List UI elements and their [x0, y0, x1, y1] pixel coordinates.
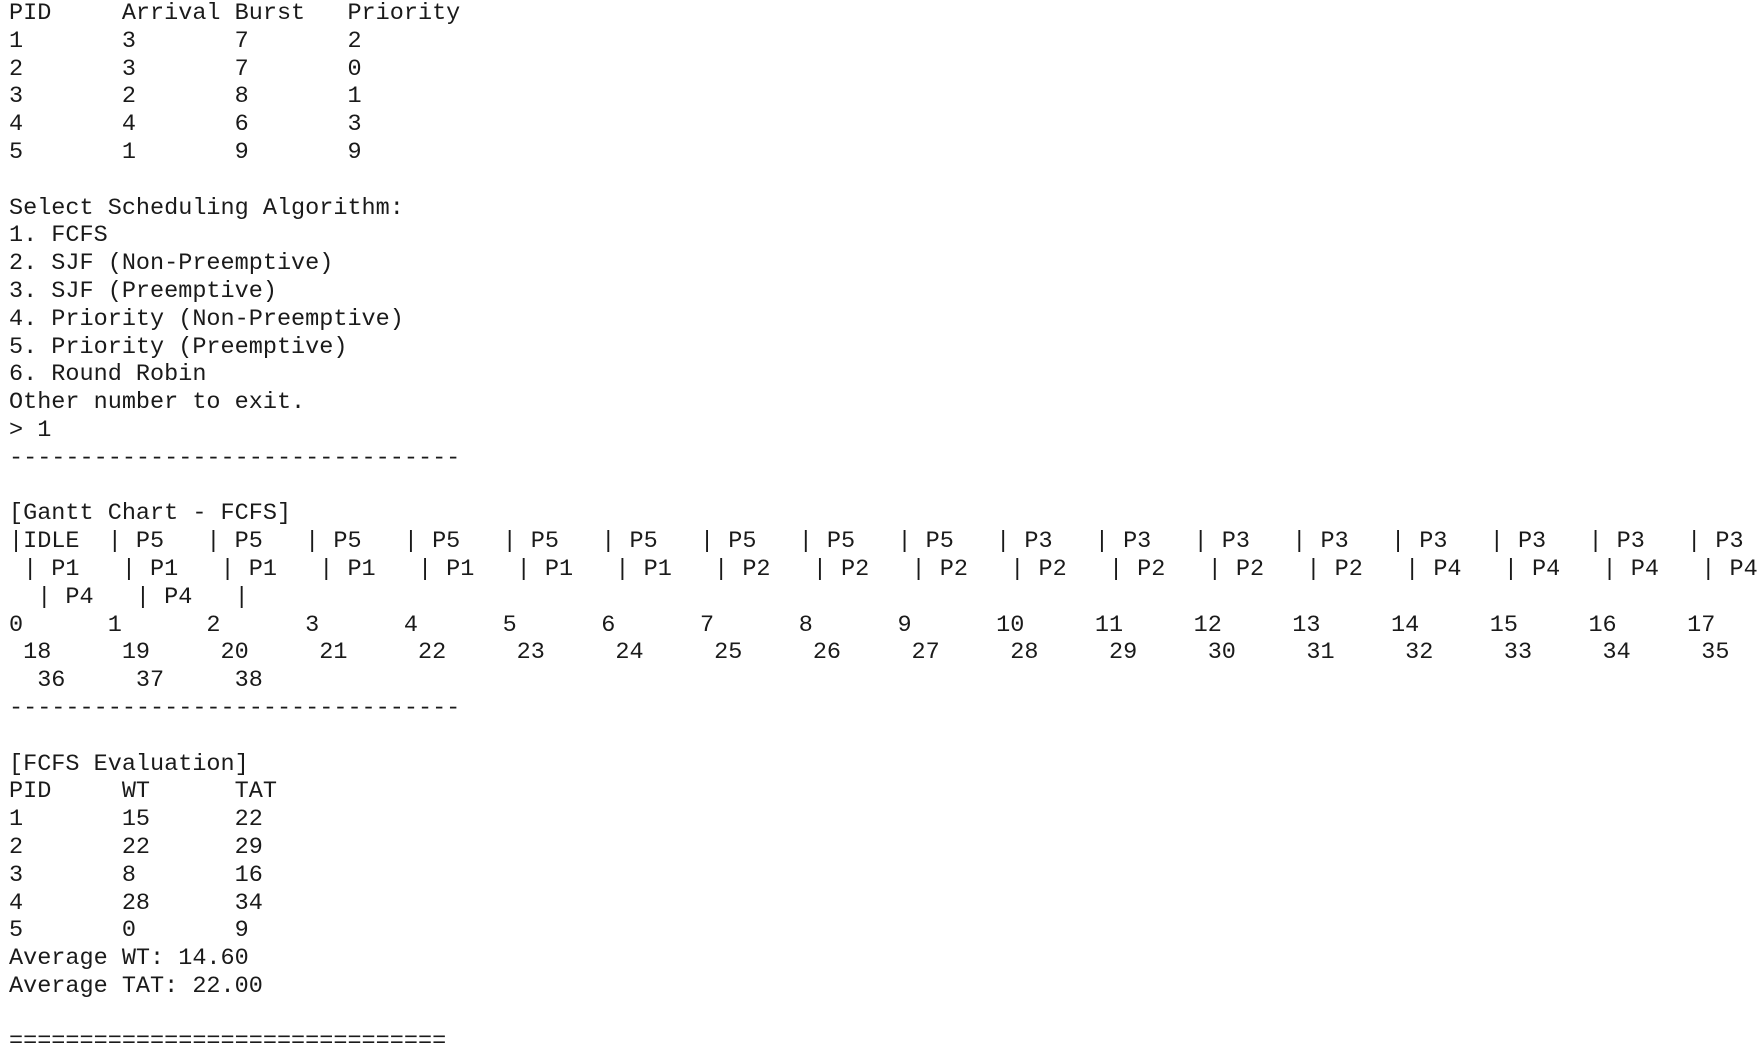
exit-hint: Other number to exit.	[9, 389, 306, 417]
evaluation-title: [FCFS Evaluation]	[9, 750, 249, 778]
evaluation-header: PID WT TAT	[9, 778, 277, 806]
table-row: 4 4 6 3	[9, 111, 362, 139]
table-row: 5 1 9 9	[9, 138, 362, 166]
separator: --------------------------------	[9, 694, 461, 722]
evaluation-row: 2 22 29	[9, 833, 263, 861]
menu-option: 4. Priority (Non-Preemptive)	[9, 305, 404, 333]
table-row: 3 2 8 1	[9, 83, 362, 111]
table-row: 1 3 7 2	[9, 27, 362, 55]
gantt-bar-row: |IDLE | P5 | P5 | P5 | P5 | P5 | P5 | P5…	[9, 528, 1744, 556]
gantt-bar-row: | P1 | P1 | P1 | P1 | P1 | P1 | P1 | P2 …	[9, 555, 1758, 583]
menu-title: Select Scheduling Algorithm:	[9, 194, 404, 222]
evaluation-row: 1 15 22	[9, 806, 263, 834]
gantt-bar-row: | P4 | P4 |	[9, 583, 249, 611]
table-header: PID Arrival Burst Priority	[9, 0, 461, 27]
average-wt: Average WT: 14.60	[9, 945, 249, 973]
evaluation-row: 5 0 9	[9, 917, 249, 945]
menu-option: 3. SJF (Preemptive)	[9, 277, 277, 305]
evaluation-row: 4 28 34	[9, 889, 263, 917]
gantt-tick-row: 18 19 20 21 22 23 24 25 26 27 28 29 30 3…	[9, 639, 1730, 667]
gantt-tick-row: 0 1 2 3 4 5 6 7 8 9 10 11 12 13 14 15 16…	[9, 611, 1716, 639]
blank-line	[9, 167, 1762, 195]
separator: --------------------------------	[9, 444, 461, 472]
menu-option: 1. FCFS	[9, 222, 108, 250]
table-row: 2 3 7 0	[9, 55, 362, 83]
gantt-title: [Gantt Chart - FCFS]	[9, 500, 292, 528]
evaluation-row: 3 8 16	[9, 861, 263, 889]
gantt-tick-row: 36 37 38	[9, 667, 263, 695]
menu-option: 5. Priority (Preemptive)	[9, 333, 348, 361]
user-input: > 1	[9, 416, 52, 444]
menu-option: 6. Round Robin	[9, 361, 207, 389]
average-tat: Average TAT: 22.00	[9, 972, 263, 1000]
blank-line	[9, 473, 1762, 501]
blank-line	[9, 1001, 1762, 1029]
footer-rule: ===============================	[9, 1028, 447, 1056]
menu-option: 2. SJF (Non-Preemptive)	[9, 250, 334, 278]
blank-line	[9, 723, 1762, 751]
